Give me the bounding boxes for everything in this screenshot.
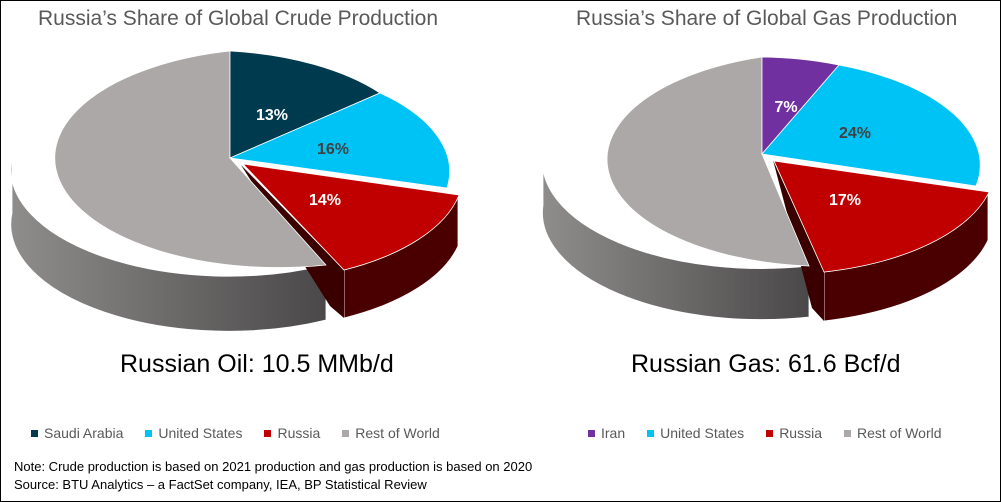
right-label-russia: 17% [829, 192, 861, 209]
right-chart-title: Russia’s Share of Global Gas Production [576, 7, 958, 30]
left-label-russia: 14% [309, 192, 341, 209]
russia-swatch-icon [264, 429, 272, 437]
left-rest-side [10, 157, 327, 332]
legend-label: United States [158, 425, 243, 441]
legend-item-united-states: United States [647, 425, 744, 441]
legend-label: Russia [277, 425, 321, 441]
us-swatch-icon [145, 429, 153, 437]
note-text: Note: Crude production is based on 2021 … [14, 459, 533, 474]
left-label-us: 16% [317, 141, 349, 158]
left-legend: Saudi Arabia United States Russia Rest o… [31, 425, 440, 441]
legend-label: United States [660, 425, 745, 441]
rest-swatch-icon [342, 429, 350, 437]
right-subtitle: Russian Gas: 61.6 Bcf/d [631, 350, 901, 378]
left-us-slice [228, 92, 451, 189]
right-russia-slice [773, 160, 990, 273]
right-label-iran: 7% [774, 99, 797, 116]
right-us-slice [761, 64, 981, 187]
rest-swatch-icon [843, 429, 851, 437]
right-legend: Iran United States Russia Rest of World [588, 425, 942, 441]
us-swatch-icon [647, 429, 655, 437]
legend-label: Saudi Arabia [44, 425, 124, 441]
russia-swatch-icon [766, 429, 774, 437]
left-rest-slice [54, 50, 327, 268]
legend-item-russia: Russia [264, 425, 320, 441]
right-label-us: 24% [839, 125, 871, 142]
left-saudi-slice [229, 50, 381, 159]
right-pie-chart: 7% 24% 17% [542, 56, 990, 322]
left-pie-chart: 13% 16% 14% [10, 50, 460, 332]
left-label-saudi: 13% [256, 107, 288, 124]
left-subtitle: Russian Oil: 10.5 MMb/d [120, 350, 394, 378]
right-rest-side [542, 153, 810, 320]
legend-label: Iran [601, 425, 626, 441]
legend-item-united-states: United States [145, 425, 242, 441]
iran-swatch-icon [588, 429, 595, 437]
source-text: Source: BTU Analytics – a FactSet compan… [14, 477, 427, 492]
legend-item-iran: Iran [588, 425, 625, 441]
legend-label: Russia [779, 425, 822, 441]
left-russia-slice [241, 163, 460, 271]
saudi-swatch-icon [31, 429, 38, 437]
left-chart-title: Russia’s Share of Global Crude Productio… [38, 7, 438, 30]
legend-item-rest-of-world: Rest of World [843, 425, 942, 441]
legend-label: Rest of World [856, 425, 942, 441]
legend-label: Rest of World [355, 425, 440, 441]
legend-item-saudi-arabia: Saudi Arabia [31, 425, 123, 441]
legend-item-russia: Russia [766, 425, 822, 441]
right-rest-slice [606, 56, 810, 267]
legend-item-rest-of-world: Rest of World [342, 425, 440, 441]
